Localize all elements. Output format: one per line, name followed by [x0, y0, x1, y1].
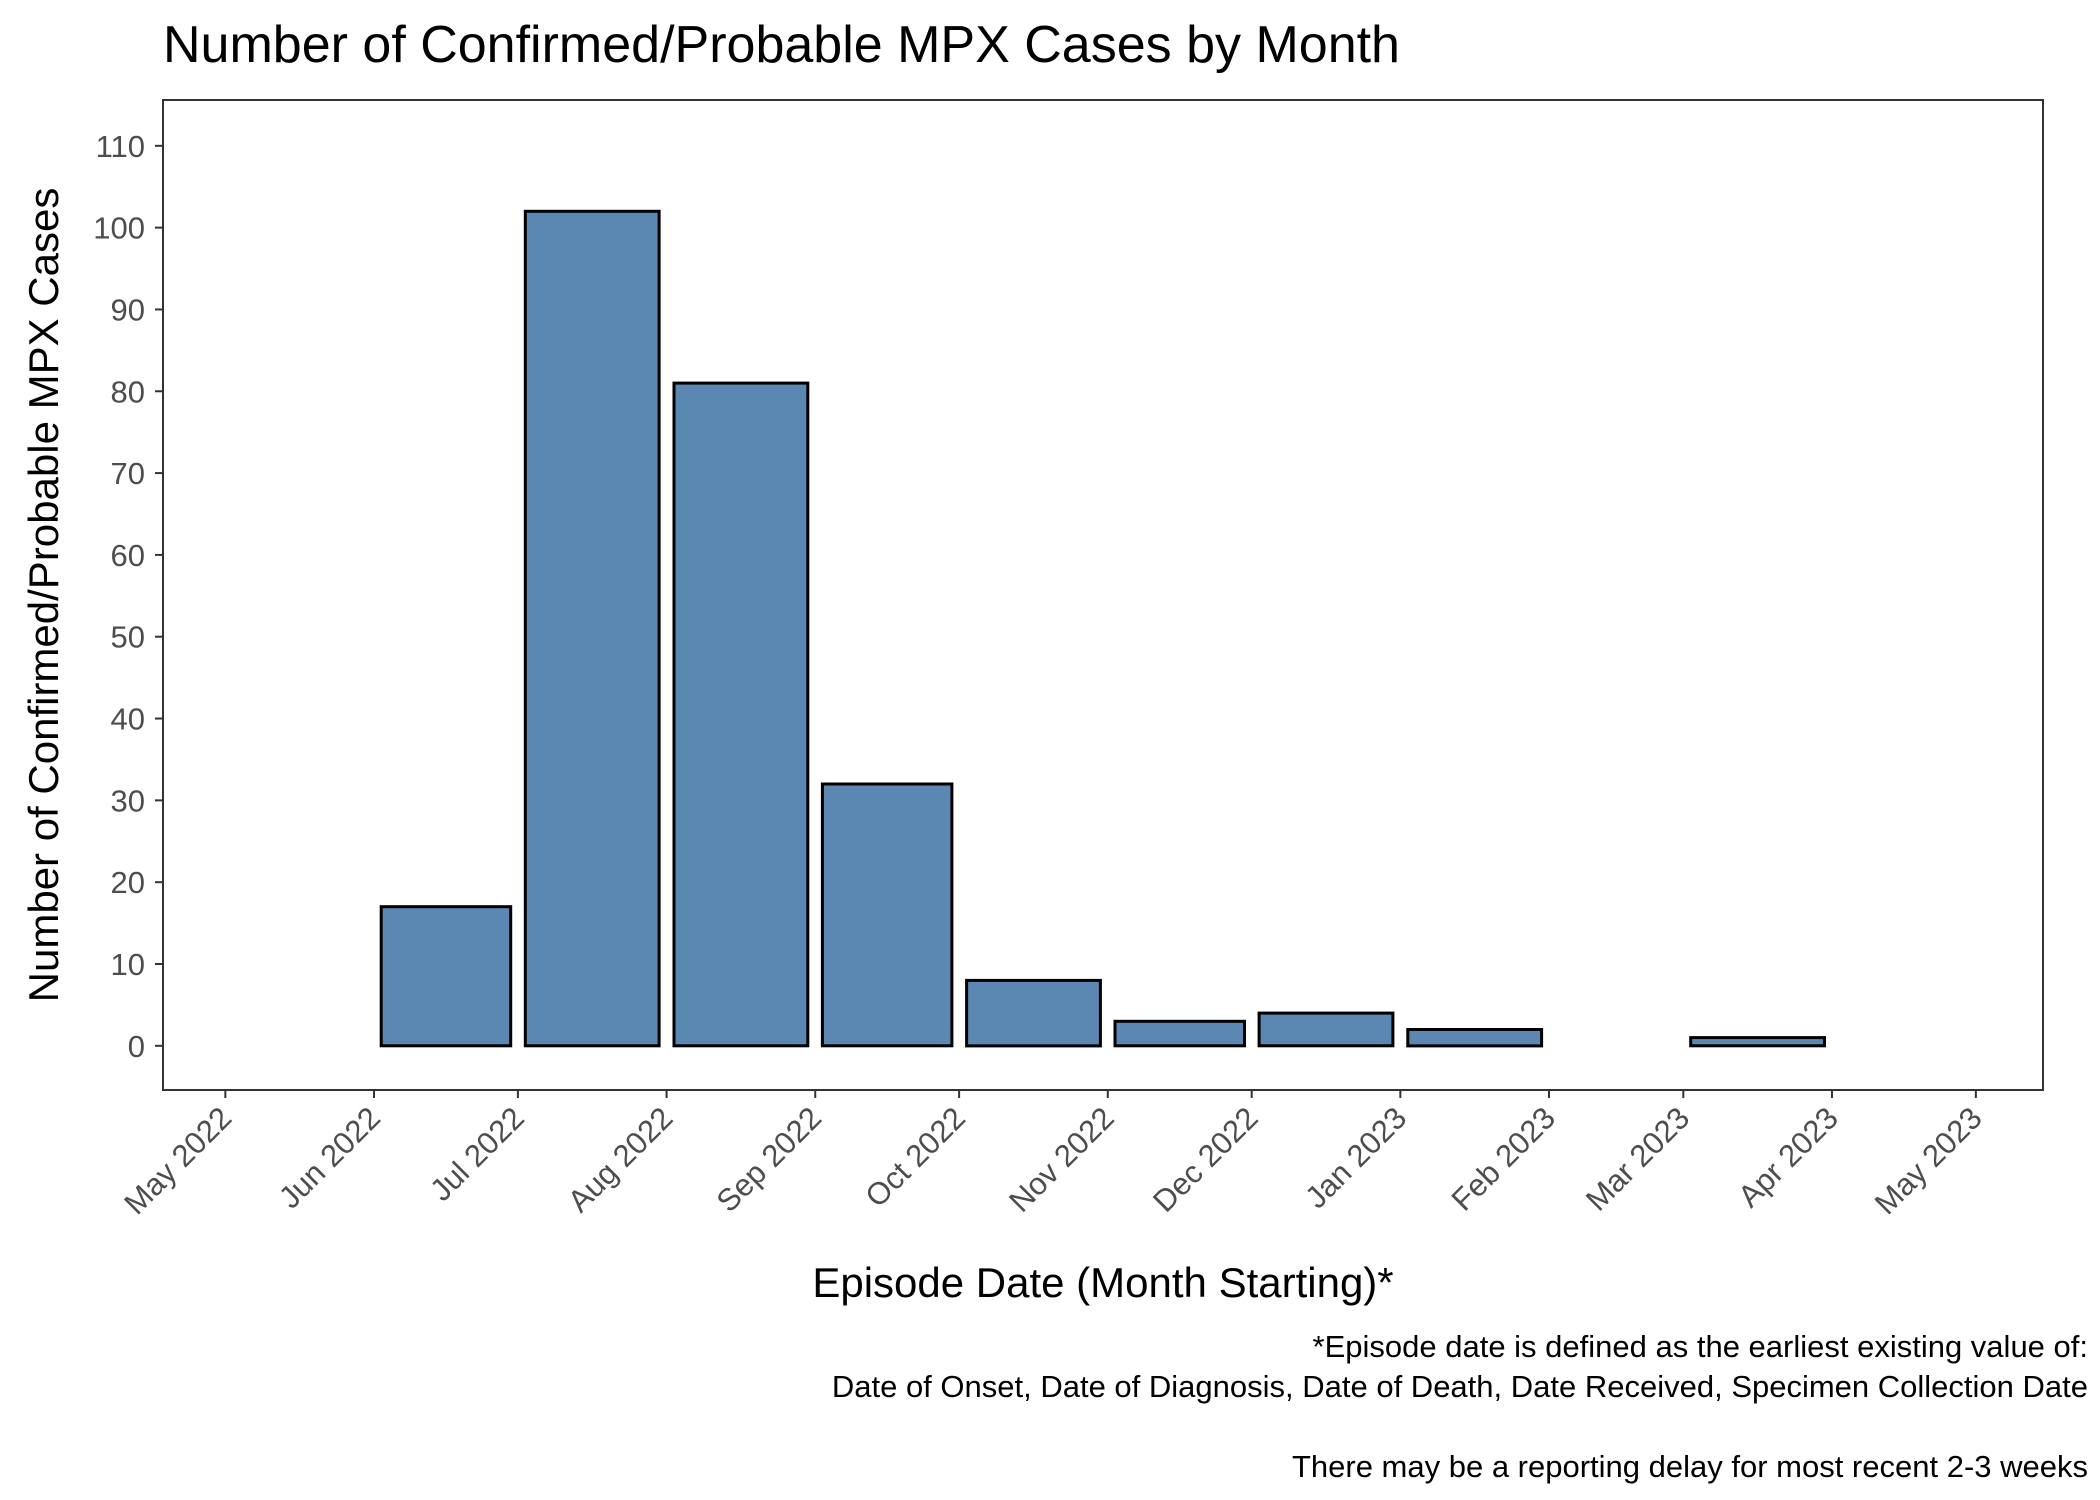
bar-2022-08	[672, 381, 810, 1048]
y-tick-label: 90	[111, 292, 145, 327]
y-tick-label: 50	[111, 620, 145, 655]
y-tick-label: 0	[128, 1029, 145, 1064]
bar-2022-09	[820, 782, 954, 1048]
bar-2022-10	[965, 978, 1102, 1048]
caption: *Episode date is defined as the earliest…	[832, 1329, 2088, 1484]
bar-2022-11	[1113, 1019, 1246, 1048]
bar-2022-12	[1257, 1011, 1395, 1048]
x-tick-label: Oct 2022	[858, 1100, 972, 1214]
x-axis-title: Episode Date (Month Starting)*	[812, 1259, 1393, 1306]
x-tick-label: Feb 2023	[1445, 1100, 1562, 1217]
x-axis: May 2022 Jun 2022 Jul 2022 Aug 2022 Sep 2022…	[117, 1090, 1989, 1221]
x-tick-label: May 2022	[117, 1100, 238, 1221]
x-tick-label: Nov 2022	[1002, 1100, 1121, 1219]
x-tick-label: May 2023	[1868, 1100, 1989, 1221]
caption-line: Date of Onset, Date of Diagnosis, Date o…	[832, 1369, 2088, 1404]
y-tick-label: 60	[111, 538, 145, 573]
y-tick-label: 40	[111, 702, 145, 737]
bar-2022-06	[379, 905, 513, 1048]
x-tick-label: Jun 2022	[272, 1100, 387, 1215]
y-tick-label: 10	[111, 947, 145, 982]
chart-title: Number of Confirmed/Probable MPX Cases b…	[163, 16, 1400, 74]
bar-2023-03	[1689, 1036, 1826, 1048]
y-tick-label: 110	[96, 129, 145, 164]
x-tick-label: Mar 2023	[1579, 1100, 1696, 1217]
x-tick-label: Sep 2022	[710, 1100, 829, 1219]
x-tick-label: Jul 2022	[423, 1100, 531, 1208]
y-tick-label: 30	[111, 783, 145, 818]
y-axis-title: Number of Confirmed/Probable MPX Cases	[20, 188, 67, 1003]
bar-2023-01	[1406, 1028, 1544, 1048]
x-tick-label: Dec 2022	[1146, 1100, 1265, 1219]
y-axis: 0 10 20 30 40 50 60 70 80 90 100 110	[93, 129, 163, 1064]
bar-2022-07	[523, 209, 661, 1048]
x-tick-label: Jan 2023	[1298, 1100, 1413, 1215]
y-tick-label: 70	[111, 456, 145, 491]
x-tick-label: Apr 2023	[1731, 1100, 1845, 1214]
caption-line: There may be a reporting delay for most …	[1292, 1449, 2088, 1484]
bars	[379, 209, 1826, 1048]
y-tick-label: 20	[111, 865, 145, 900]
y-tick-label: 80	[111, 374, 145, 409]
x-tick-label: Aug 2022	[561, 1100, 680, 1219]
y-tick-label: 100	[93, 211, 145, 246]
caption-line: *Episode date is defined as the earliest…	[1313, 1329, 2088, 1364]
